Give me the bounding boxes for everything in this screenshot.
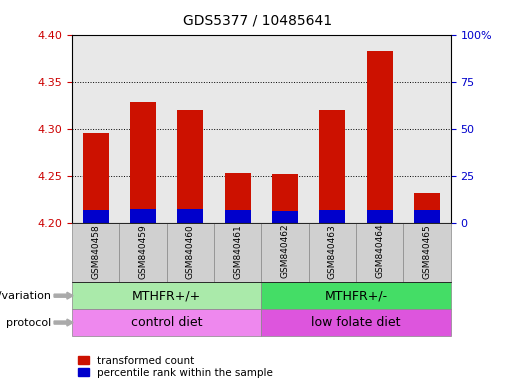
Bar — [225, 210, 251, 223]
Bar — [414, 210, 440, 223]
Text: GSM840459: GSM840459 — [139, 224, 148, 279]
Bar — [414, 193, 440, 223]
Bar — [272, 212, 298, 223]
Bar — [272, 174, 298, 223]
Text: GSM840464: GSM840464 — [375, 224, 384, 278]
Text: GSM840465: GSM840465 — [422, 224, 432, 279]
Text: control diet: control diet — [131, 316, 202, 329]
Bar — [319, 210, 346, 223]
Text: MTHFR+/-: MTHFR+/- — [324, 289, 388, 302]
Bar — [177, 209, 203, 223]
Legend: transformed count, percentile rank within the sample: transformed count, percentile rank withi… — [77, 355, 274, 379]
Text: GSM840461: GSM840461 — [233, 224, 242, 279]
Text: genotype/variation: genotype/variation — [0, 291, 52, 301]
Text: GSM840462: GSM840462 — [281, 224, 289, 278]
Bar — [83, 210, 109, 223]
Bar — [83, 133, 109, 223]
Bar — [367, 210, 392, 223]
Text: GSM840460: GSM840460 — [186, 224, 195, 279]
Text: protocol: protocol — [6, 318, 52, 328]
Bar — [130, 209, 156, 223]
Bar — [319, 110, 346, 223]
Text: GSM840458: GSM840458 — [91, 224, 100, 279]
Bar — [225, 173, 251, 223]
Text: GDS5377 / 10485641: GDS5377 / 10485641 — [183, 13, 332, 27]
Bar — [130, 102, 156, 223]
Text: low folate diet: low folate diet — [311, 316, 401, 329]
Text: MTHFR+/+: MTHFR+/+ — [132, 289, 201, 302]
Text: GSM840463: GSM840463 — [328, 224, 337, 279]
Bar — [177, 110, 203, 223]
Bar — [367, 51, 392, 223]
